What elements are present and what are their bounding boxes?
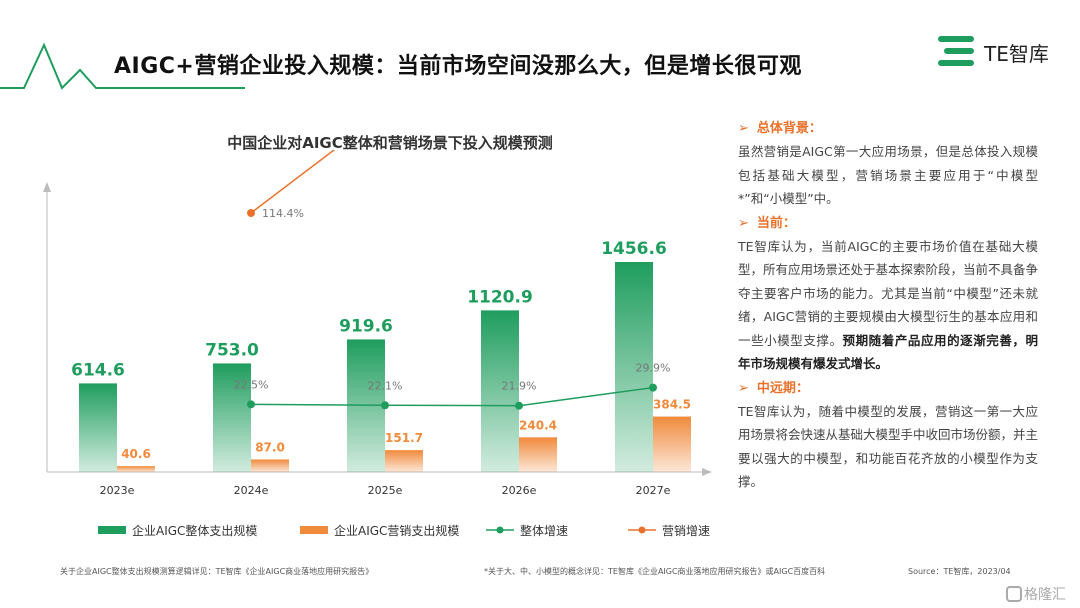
watermark-icon <box>1006 586 1022 602</box>
bar-marketing <box>251 459 289 472</box>
bar-total <box>213 363 251 472</box>
growth-label: 114.4% <box>262 207 304 220</box>
bar-total <box>79 383 117 472</box>
bar-total <box>481 310 519 472</box>
legend-swatch <box>98 526 126 534</box>
x-tick-label: 2026e <box>502 484 537 497</box>
te-logo-icon <box>938 34 978 68</box>
arrow-icon: ➢ <box>738 215 749 231</box>
legend-label: 整体增速 <box>520 523 568 538</box>
line-point <box>247 209 255 217</box>
section-text: TE智库认为，当前AIGC的主要市场价值在基础大模型，所有应用场景还处于基本探索… <box>738 238 1039 348</box>
growth-label: 22.5% <box>234 378 269 391</box>
y-axis-arrow-icon <box>43 182 51 192</box>
section-text: 虽然营销是AIGC第一大应用场景，但是总体投入规模包括基础大模型，营销场景主要应… <box>738 144 1038 206</box>
bar-value-label: 1456.6 <box>601 239 667 259</box>
bar-marketing <box>117 466 155 472</box>
page-title: AIGC+营销企业投入规模：当前市场空间没那么大，但是增长很可观 <box>114 54 802 79</box>
line-point <box>381 401 389 410</box>
heartbeat-decoration <box>0 42 245 90</box>
line-overall-growth <box>250 386 654 407</box>
bar-value-label: 151.7 <box>385 431 423 445</box>
bar-value-label: 1120.9 <box>467 287 533 307</box>
section-mid-long-term: ➢ 中远期： TE智库认为，随着中模型的发展，营销这一第一大应用场景将会快速从基础… <box>738 378 1038 494</box>
legend-swatch <box>300 526 328 534</box>
bar-marketing <box>519 437 557 472</box>
x-tick-label: 2027e <box>636 484 671 497</box>
growth-label: 22.1% <box>368 379 403 392</box>
line-point <box>247 400 255 409</box>
bar-value-label: 384.5 <box>653 398 691 412</box>
legend-marker <box>496 526 504 534</box>
footnote-middle: *关于大、中、小模型的概念详见：TE智库《企业AIGC商业落地应用研究报告》或A… <box>484 567 826 576</box>
section-heading: 总体背景： <box>756 121 822 136</box>
section-heading: 当前： <box>756 215 796 231</box>
line-marketing-growth <box>250 150 336 214</box>
footnote-left: 关于企业AIGC整体支出规模测算逻辑详见：TE智库《企业AIGC商业落地应用研究… <box>60 567 374 576</box>
x-tick-label: 2023e <box>100 484 135 497</box>
bar-marketing <box>385 450 423 472</box>
bar-value-label: 753.0 <box>205 340 259 360</box>
watermark: 格隆汇 <box>1006 584 1066 604</box>
x-axis-arrow-icon <box>702 468 712 476</box>
investment-chart: 614.6 753.0 919.6 1120.9 1456.6 40.6 87.0 151.7… <box>43 150 712 538</box>
legend-label: 企业AIGC营销支出规模 <box>334 523 459 538</box>
section-emphasis: 预期随着产品应用的逐渐完善，明年市场规模有爆发式增长。 <box>738 332 1038 372</box>
bar-marketing <box>653 416 691 472</box>
legend-marker <box>638 526 646 534</box>
growth-label: 29.9% <box>636 362 671 375</box>
x-tick-label: 2025e <box>368 484 403 497</box>
section-text: TE智库认为，随着中模型的发展，营销这一第一大应用场景将会快速从基础大模型手中收… <box>738 403 1039 490</box>
footnote-source: Source：TE智库，2023/04 <box>908 567 1011 576</box>
section-current: ➢ 当前： TE智库认为，当前AIGC的主要市场价值在基础大模型，所有应用场景还处… <box>738 213 1038 376</box>
line-point <box>649 383 657 392</box>
bar-value-label: 40.6 <box>121 447 151 461</box>
bar-total <box>615 262 653 472</box>
section-heading: 中远期： <box>756 380 809 396</box>
commentary-panel: ➢ 总体背景： 虽然营销是AIGC第一大应用场景，但是总体投入规模包括基础大模型，… <box>738 118 1038 496</box>
bar-value-label: 87.0 <box>255 440 285 454</box>
bar-value-label: 614.6 <box>71 360 125 380</box>
logo-text: TE智库 <box>984 42 1049 66</box>
line-point <box>515 401 523 410</box>
x-tick-label: 2024e <box>234 484 269 497</box>
growth-label: 21.9% <box>502 380 537 393</box>
arrow-icon: ➢ <box>738 121 749 136</box>
bar-value-label: 919.6 <box>339 316 393 336</box>
chart-title: 中国企业对AIGC整体和营销场景下投入规模预测 <box>227 134 553 152</box>
legend-label: 企业AIGC整体支出规模 <box>132 523 257 538</box>
arrow-icon: ➢ <box>738 380 749 396</box>
legend-label: 营销增速 <box>662 524 710 538</box>
section-background: ➢ 总体背景： 虽然营销是AIGC第一大应用场景，但是总体投入规模包括基础大模型，… <box>738 118 1038 211</box>
bar-value-label: 240.4 <box>519 418 557 432</box>
